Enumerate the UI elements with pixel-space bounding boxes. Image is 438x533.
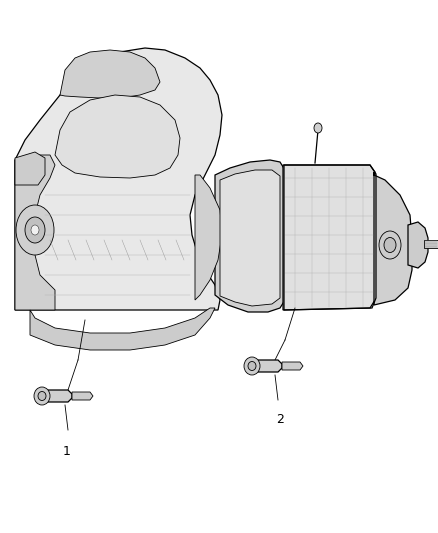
- Polygon shape: [424, 240, 438, 248]
- Polygon shape: [374, 172, 412, 305]
- Polygon shape: [15, 152, 45, 185]
- Polygon shape: [282, 362, 303, 370]
- Polygon shape: [72, 392, 93, 400]
- Polygon shape: [15, 155, 55, 310]
- Text: 2: 2: [276, 413, 284, 426]
- Polygon shape: [408, 222, 428, 268]
- Ellipse shape: [379, 231, 401, 259]
- Ellipse shape: [31, 225, 39, 235]
- Polygon shape: [48, 390, 72, 402]
- Polygon shape: [60, 50, 160, 98]
- Ellipse shape: [38, 392, 46, 400]
- Ellipse shape: [384, 238, 396, 253]
- Polygon shape: [215, 160, 285, 312]
- Polygon shape: [258, 360, 282, 372]
- Polygon shape: [15, 48, 222, 310]
- Polygon shape: [283, 165, 375, 310]
- Ellipse shape: [16, 205, 54, 255]
- Ellipse shape: [244, 357, 260, 375]
- Text: 1: 1: [63, 445, 71, 458]
- Polygon shape: [220, 170, 280, 306]
- Ellipse shape: [314, 123, 322, 133]
- Ellipse shape: [248, 361, 256, 370]
- Polygon shape: [55, 95, 180, 178]
- Ellipse shape: [34, 387, 50, 405]
- Polygon shape: [195, 175, 222, 300]
- Polygon shape: [30, 308, 215, 350]
- Ellipse shape: [25, 217, 45, 243]
